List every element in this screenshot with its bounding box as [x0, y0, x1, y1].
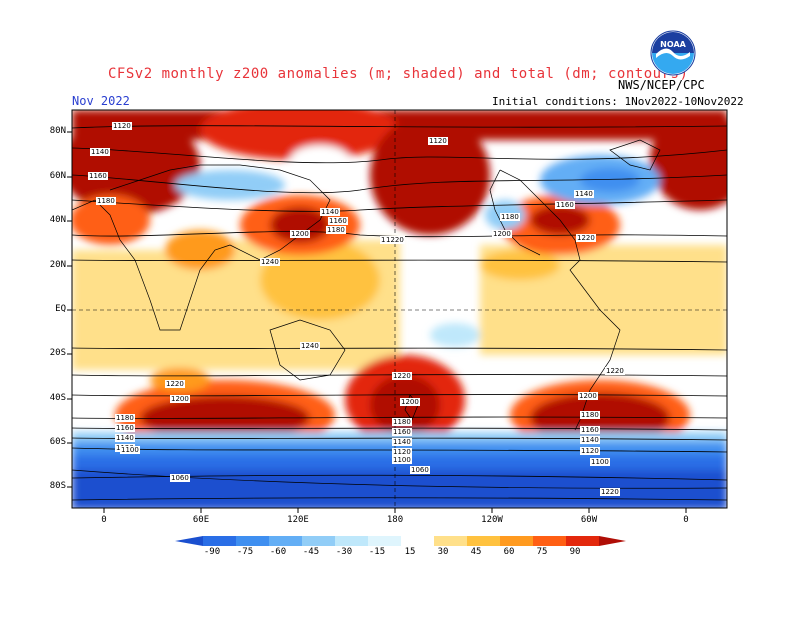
contour-label: 1140	[115, 434, 135, 442]
contour-label: 1180	[96, 197, 116, 205]
contour-label: 1220	[392, 372, 412, 380]
lat-label: 20N	[49, 260, 66, 270]
colorbar-tick: -60	[269, 547, 287, 557]
lat-label: 40N	[49, 215, 66, 225]
lon-label: 60W	[580, 515, 598, 525]
contour-label: 1100	[392, 456, 412, 464]
chart-title: CFSv2 monthly z200 anomalies (m; shaded)…	[108, 66, 689, 82]
lat-label: 60N	[49, 171, 66, 181]
lat-label: 40S	[49, 393, 66, 403]
contour-label: 1120	[112, 122, 132, 130]
colorbar-swatch	[533, 536, 566, 546]
noaa-logo: NOAA	[650, 30, 696, 76]
colorbar-swatch	[236, 536, 269, 546]
contour-label: 1140	[580, 436, 600, 444]
contour-label: 1180	[580, 411, 600, 419]
contour-label: 1240	[260, 258, 280, 266]
colorbar-low-arrow	[175, 536, 203, 546]
colorbar-swatch	[368, 536, 401, 546]
colorbar-tick: 60	[503, 547, 515, 557]
colorbar-swatch	[500, 536, 533, 546]
contour-label: 1100	[590, 458, 610, 466]
contour-label: 1160	[88, 172, 108, 180]
lat-label: EQ	[55, 304, 66, 314]
lat-label: 80S	[49, 481, 66, 491]
contour-label: 1160	[392, 428, 412, 436]
contour-label: 1060	[410, 466, 430, 474]
contour-label: 1200	[400, 398, 420, 406]
contour-label: 1220	[165, 380, 185, 388]
contour-label: 1220	[600, 488, 620, 496]
contour-label: 1200	[492, 230, 512, 238]
lon-label: 120W	[481, 515, 503, 525]
colorbar-tick: 90	[569, 547, 581, 557]
initial-conditions-label: Initial conditions: 1Nov2022-10Nov2022	[492, 95, 744, 108]
lon-ticks	[103, 508, 687, 513]
contour-label: 1120	[580, 447, 600, 455]
lat-label: 20S	[49, 348, 66, 358]
contour-label: 1140	[90, 148, 110, 156]
colorbar-swatch	[269, 536, 302, 546]
contour-label: 1200	[170, 395, 190, 403]
contour-label: 1220	[385, 236, 405, 244]
map-frame	[71, 109, 728, 509]
svg-text:NOAA: NOAA	[660, 40, 686, 49]
lon-label: 0	[683, 515, 689, 525]
colorbar-tick: -30	[335, 547, 353, 557]
contour-label: 1140	[574, 190, 594, 198]
lat-ticks	[67, 131, 72, 488]
contour-label: 1140	[320, 208, 340, 216]
contour-label: 1140	[392, 438, 412, 446]
contour-label: 1180	[115, 414, 135, 422]
contour-label: 1160	[328, 217, 348, 225]
lat-label: 80N	[49, 126, 66, 136]
colorbar-tick: 30	[437, 547, 449, 557]
colorbar-tick: -45	[302, 547, 320, 557]
colorbar-swatch	[335, 536, 368, 546]
colorbar-swatch	[302, 536, 335, 546]
agency-label: NWS/NCEP/CPC	[618, 78, 705, 92]
contour-label: 1220	[605, 367, 625, 375]
contour-label: 1220	[576, 234, 596, 242]
colorbar-tick: 45	[470, 547, 482, 557]
lon-label: 120E	[287, 515, 309, 525]
colorbar-swatch	[566, 536, 599, 546]
contour-label: 1180	[392, 418, 412, 426]
contour-label: 1100	[120, 446, 140, 454]
contour-label: 1120	[428, 137, 448, 145]
colorbar-tick: -15	[368, 547, 386, 557]
contour-label: 1060	[170, 474, 190, 482]
contour-label: 1160	[555, 201, 575, 209]
colorbar-swatch	[203, 536, 236, 546]
contour-label: 1160	[115, 424, 135, 432]
colorbar-swatch	[401, 536, 434, 546]
contour-label: 1200	[290, 230, 310, 238]
colorbar-tick: -90	[203, 547, 221, 557]
contour-label: 1240	[300, 342, 320, 350]
contour-label: 1160	[580, 426, 600, 434]
colorbar-tick: 75	[536, 547, 548, 557]
colorbar	[175, 536, 626, 546]
colorbar-high-arrow	[599, 536, 626, 546]
colorbar-tick: 15	[404, 547, 416, 557]
lon-label: 180	[386, 515, 404, 525]
lon-label: 60E	[192, 515, 210, 525]
month-label: Nov 2022	[72, 94, 130, 108]
lon-label: 0	[101, 515, 107, 525]
contour-label: 1200	[578, 392, 598, 400]
contour-label: 1180	[326, 226, 346, 234]
colorbar-swatch	[434, 536, 467, 546]
coastlines	[72, 139, 727, 489]
colorbar-tick: -75	[236, 547, 254, 557]
lat-label: 60S	[49, 437, 66, 447]
colorbar-swatch	[467, 536, 500, 546]
contour-label: 1180	[500, 213, 520, 221]
contour-label: 1120	[392, 448, 412, 456]
